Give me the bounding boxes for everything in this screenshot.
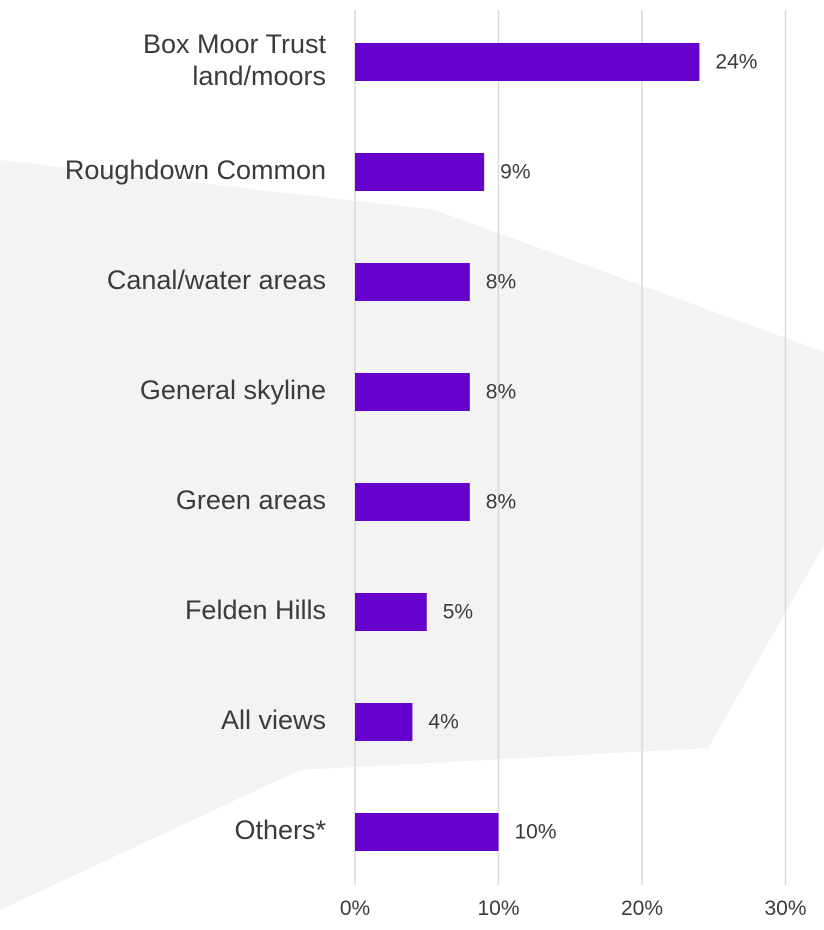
category-label-0: Box Moor Trust land/moors xyxy=(143,29,327,91)
value-label-2: 8% xyxy=(486,271,516,294)
x-tick-label-30: 30% xyxy=(764,897,806,920)
value-label-5: 5% xyxy=(443,601,473,624)
x-axis-tick-labels: 0% 10% 20% 30% xyxy=(340,897,807,920)
category-label-2: Canal/water areas xyxy=(107,265,326,295)
value-label-4: 8% xyxy=(486,491,516,514)
category-label-1: Roughdown Common xyxy=(65,155,326,185)
bar-6 xyxy=(355,703,413,741)
category-label-6: All views xyxy=(221,705,326,735)
value-labels: 24% 9% 8% 8% 8% 5% 4% 10% xyxy=(428,51,757,844)
x-tick-label-0: 0% xyxy=(340,897,370,920)
bar-1 xyxy=(355,153,485,191)
category-labels: Box Moor Trust land/moors Roughdown Common… xyxy=(65,29,327,845)
value-label-7: 10% xyxy=(515,821,557,844)
value-label-0: 24% xyxy=(715,51,757,74)
category-label-3: General skyline xyxy=(140,375,326,405)
bar-3 xyxy=(355,373,470,411)
category-label-5: Felden Hills xyxy=(185,595,326,625)
bar-0 xyxy=(355,43,700,81)
gridlines xyxy=(354,10,787,885)
value-label-1: 9% xyxy=(500,161,530,184)
value-label-6: 4% xyxy=(428,711,458,734)
bar-2 xyxy=(355,263,470,301)
bar-4 xyxy=(355,483,470,521)
value-label-3: 8% xyxy=(486,381,516,404)
category-label-7: Others* xyxy=(234,815,326,845)
bar-7 xyxy=(355,813,499,851)
bar-5 xyxy=(355,593,427,631)
x-tick-label-10: 10% xyxy=(477,897,519,920)
bars xyxy=(355,43,700,851)
category-label-4: Green areas xyxy=(176,485,326,515)
x-tick-label-20: 20% xyxy=(621,897,663,920)
